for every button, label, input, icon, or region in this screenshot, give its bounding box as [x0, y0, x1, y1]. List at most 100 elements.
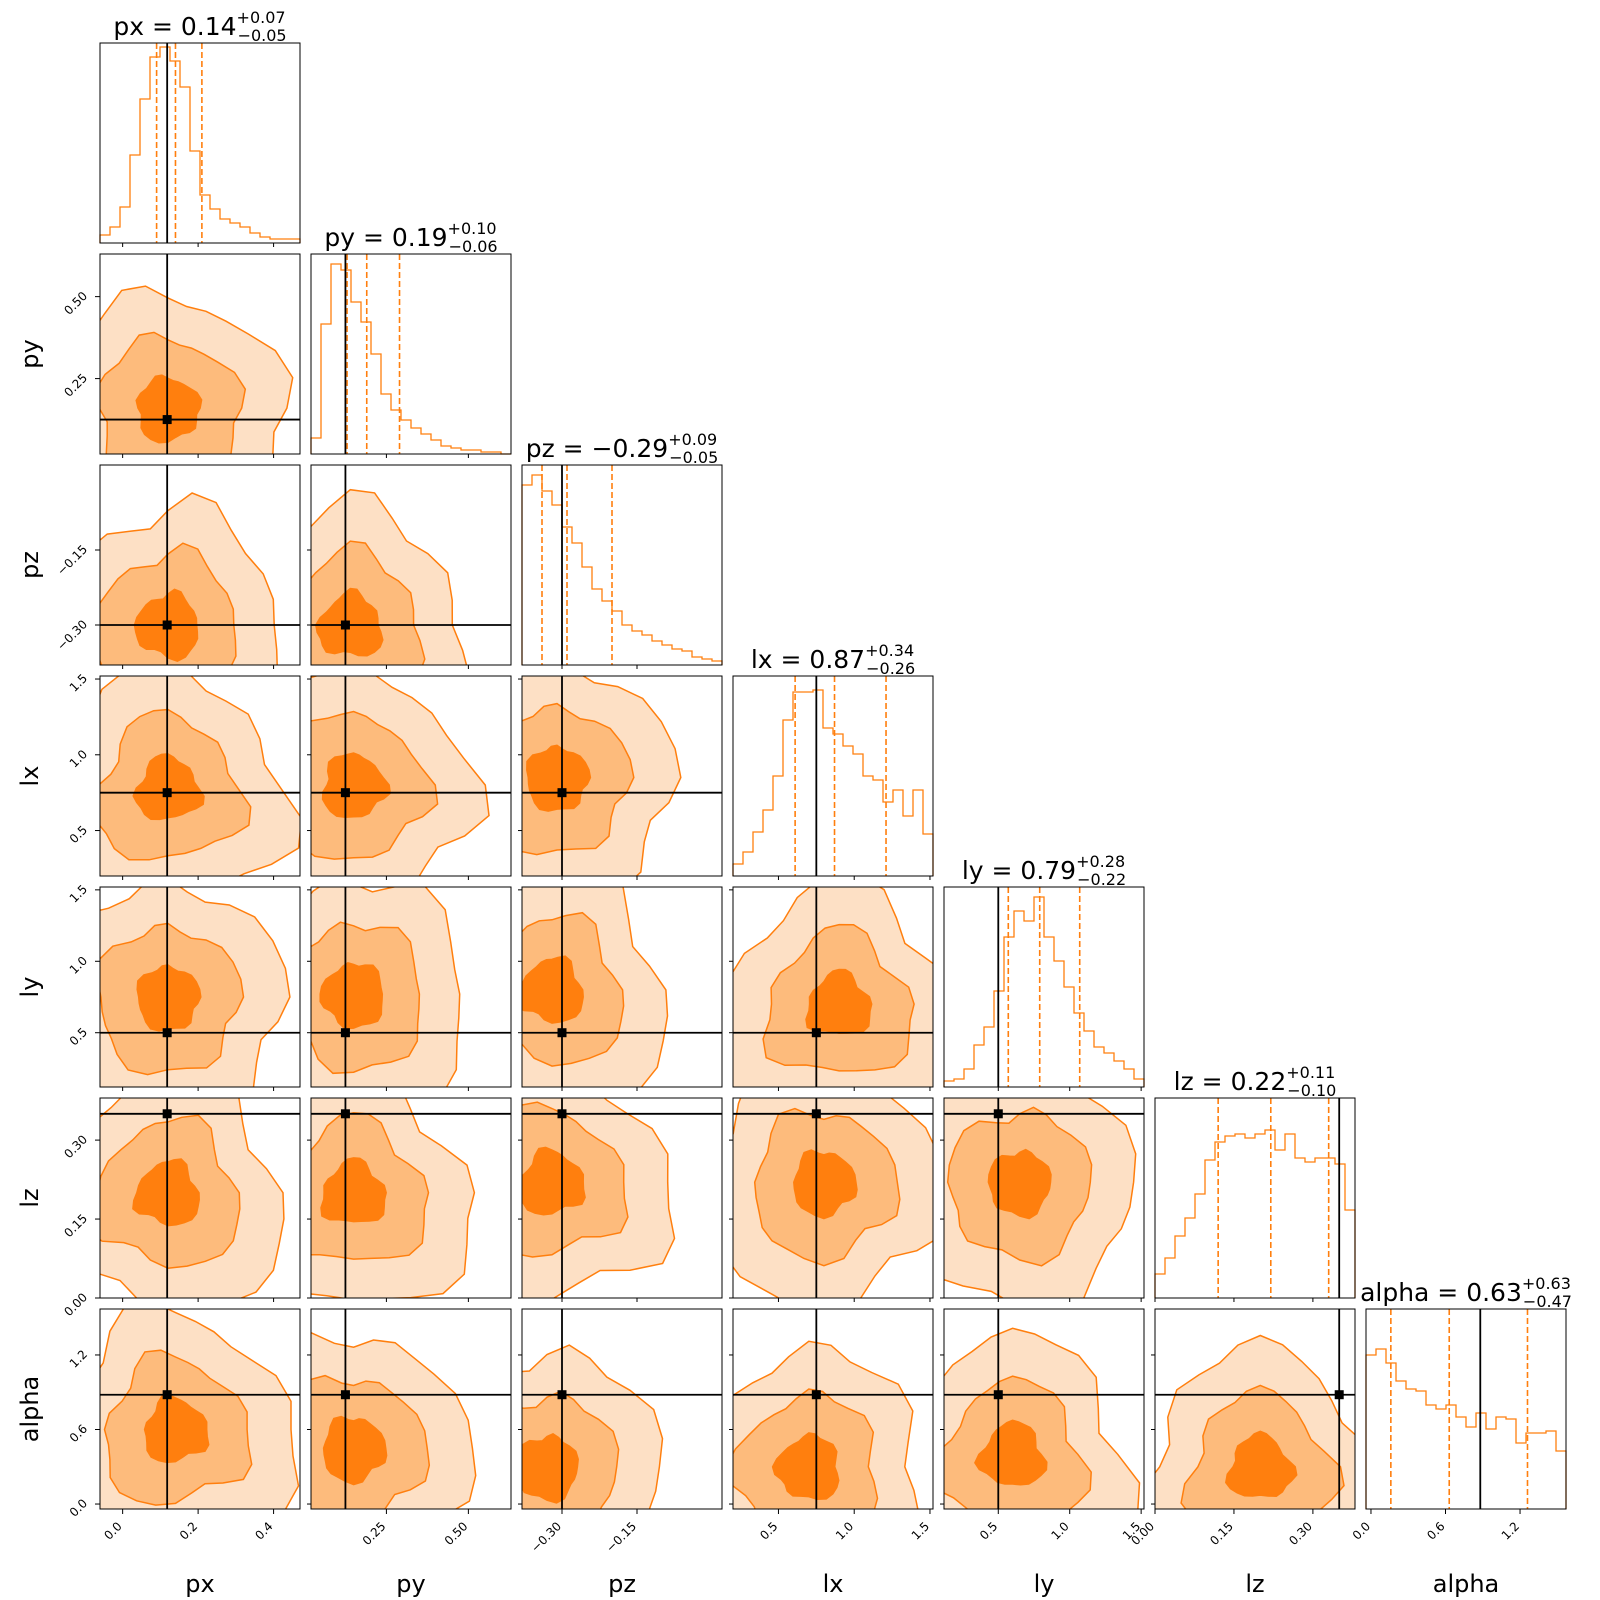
truth-marker: [340, 788, 350, 798]
contour-panel-lz-vs-px: [99, 1097, 301, 1299]
panel-title-lz: lz = 0.22+0.11 −0.10: [1174, 1063, 1337, 1100]
y-tick-label-ly: 0.5: [67, 1025, 90, 1048]
y-tick-label-lz: 0.15: [61, 1211, 90, 1240]
hist-steps-lz: [1154, 1129, 1356, 1298]
contour-inner: [974, 1419, 1048, 1486]
panel-frame: [521, 1308, 723, 1510]
panel-frame: [521, 886, 723, 1088]
truth-marker: [162, 788, 172, 798]
x-tick-label-lx: 0.5: [757, 1519, 780, 1542]
truth-marker: [162, 620, 172, 630]
x-axis-label-lz: lz: [1245, 1570, 1264, 1598]
panel-title-lx: lx = 0.87+0.34 −0.26: [751, 641, 915, 678]
x-tick-label-py: 0.25: [360, 1519, 389, 1548]
panel-frame: [943, 1097, 1145, 1299]
contour-inner: [320, 1157, 387, 1223]
y-tick-label-alpha: 0.6: [67, 1422, 90, 1445]
panel-frame: [310, 464, 512, 666]
y-tick-label-ly: 1.0: [67, 954, 90, 977]
x-axis-label-lx: lx: [823, 1570, 844, 1598]
panel-frame: [310, 1308, 512, 1510]
contour-inner: [132, 753, 205, 821]
contour-panel-alpha-vs-ly: [943, 1308, 1145, 1510]
y-tick-label-ly: 1.5: [67, 882, 90, 905]
x-tick-label-alpha: 0.0: [1350, 1519, 1373, 1542]
panel-frame: [521, 675, 723, 877]
contour-panel-lz-vs-ly: [943, 1097, 1145, 1299]
panel-title-ly: ly = 0.79+0.28 −0.22: [962, 852, 1126, 889]
y-tick-label-lx: 1.5: [67, 671, 90, 694]
truth-marker: [993, 1109, 1003, 1119]
truth-marker: [340, 620, 350, 630]
y-axis-label-pz: pz: [16, 551, 44, 579]
truth-marker: [162, 1028, 172, 1038]
contour-panel-alpha-vs-py: [310, 1308, 512, 1510]
contour-panel-ly-vs-py: [310, 886, 512, 1088]
contour-panel-py-vs-px: [99, 253, 301, 455]
contour-inner: [132, 1158, 200, 1227]
y-tick-label-lz: 0.30: [61, 1132, 90, 1161]
contour-inner: [143, 1394, 210, 1464]
contour-inner: [987, 1148, 1052, 1220]
panel-frame: [732, 1308, 934, 1510]
hist-panel-ly: ly = 0.79+0.28 −0.22: [943, 852, 1145, 1088]
y-tick-label-pz: −0.15: [54, 542, 90, 578]
x-tick-label-lz: 0.30: [1286, 1519, 1315, 1548]
y-tick-label-alpha: 1.2: [67, 1347, 90, 1370]
hist-panel-alpha: alpha = 0.63+0.63 −0.47: [1360, 1274, 1572, 1510]
panel-frame: [99, 464, 301, 666]
hist-steps-alpha: [1365, 1348, 1567, 1509]
contour-panel-lx-vs-py: [310, 675, 512, 877]
x-axis-label-px: px: [185, 1570, 214, 1598]
x-tick-label-alpha: 1.2: [1499, 1519, 1522, 1542]
x-axis-label-ly: ly: [1034, 1570, 1055, 1598]
hist-steps-px: [99, 46, 301, 243]
panel-frame: [521, 1097, 723, 1299]
panel-frame: [732, 675, 934, 877]
panel-title-alpha: alpha = 0.63+0.63 −0.47: [1360, 1274, 1572, 1311]
y-axis-label-lz: lz: [16, 1188, 44, 1207]
y-tick-label-lx: 0.5: [67, 823, 90, 846]
contour-panel-ly-vs-px: [99, 886, 301, 1088]
panel-frame: [1154, 1097, 1356, 1299]
panel-frame: [732, 1097, 934, 1299]
y-tick-label-lx: 1.0: [67, 747, 90, 770]
hist-panel-px: px = 0.14+0.07 −0.05: [99, 8, 301, 244]
truth-marker: [993, 1390, 1003, 1400]
contour-panel-alpha-vs-lx: [732, 1308, 934, 1510]
panel-title-pz: pz = −0.29+0.09 −0.05: [526, 430, 719, 467]
panel-frame: [310, 1097, 512, 1299]
panel-frame: [99, 253, 301, 455]
contour-panel-lx-vs-px: [99, 675, 301, 877]
panel-frame: [310, 886, 512, 1088]
x-tick-label-ly: 1.0: [1048, 1519, 1071, 1542]
panel-frame: [521, 464, 723, 666]
y-tick-label-py: 0.25: [61, 371, 90, 400]
contour-inner: [522, 955, 584, 1024]
contour-panel-pz-vs-px: [99, 464, 301, 666]
y-tick-label-lz: 0.00: [61, 1290, 90, 1319]
contour-panel-alpha-vs-px: [99, 1308, 301, 1510]
contour-panel-lz-vs-lx: [732, 1097, 934, 1299]
contour-panel-lz-vs-py: [310, 1097, 512, 1299]
hist-steps-py: [310, 263, 511, 455]
truth-marker: [1334, 1390, 1344, 1400]
truth-marker: [162, 1109, 172, 1119]
x-tick-label-pz: −0.30: [528, 1519, 564, 1555]
y-axis-label-ly: ly: [16, 977, 44, 998]
truth-marker: [557, 1109, 567, 1119]
hist-steps-lx: [732, 689, 934, 876]
truth-marker: [162, 415, 172, 425]
contour-panel-alpha-vs-pz: [521, 1308, 723, 1510]
panel-frame: [310, 253, 512, 455]
panel-frame: [99, 1308, 301, 1510]
hist-panel-py: py = 0.19+0.10 −0.06: [310, 219, 512, 455]
x-tick-label-lz: 0.15: [1207, 1519, 1236, 1548]
y-axis-label-lx: lx: [16, 766, 44, 787]
x-tick-label-px: 0.2: [177, 1519, 200, 1542]
y-tick-label-pz: −0.30: [54, 617, 90, 653]
hist-steps-ly: [943, 896, 1145, 1087]
panel-frame: [943, 1308, 1145, 1510]
truth-marker: [340, 1028, 350, 1038]
hist-panel-lz: lz = 0.22+0.11 −0.10: [1154, 1063, 1356, 1299]
